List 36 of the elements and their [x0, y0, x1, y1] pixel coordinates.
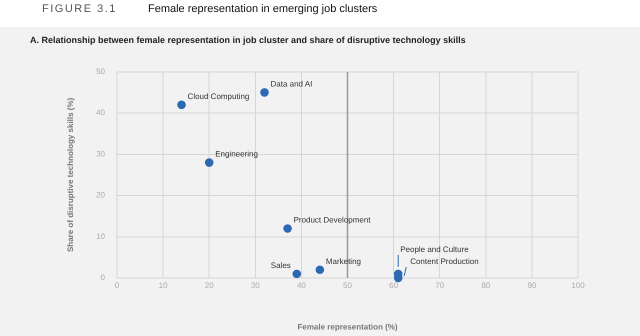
x-tick-label: 70 [435, 281, 445, 290]
x-tick-label: 30 [250, 281, 260, 290]
point [283, 224, 292, 233]
chart-title: Female representation in emerging job clusters [148, 3, 378, 15]
annotation: Marketing [326, 256, 361, 266]
x-tick-label: 40 [296, 281, 306, 290]
annotation: Data and AI [270, 79, 312, 88]
x-tick-label: 100 [571, 281, 586, 290]
y-tick-label: 20 [96, 190, 106, 200]
x-tick-label: 80 [481, 281, 491, 290]
chart-subtitle: A. Relationship between female representation in job cluster and share of disruptive technology skills [30, 35, 466, 45]
point [260, 88, 269, 97]
annotation: Cloud Computing [188, 92, 250, 101]
x-axis-title: Female representation (%) [297, 322, 398, 332]
point [316, 265, 324, 274]
y-tick-label: 0 [100, 273, 106, 282]
caption: FIGURE 3.1 [42, 3, 117, 15]
x-tick-label: 60 [389, 281, 399, 290]
point [204, 158, 214, 167]
y-tick-label: 40 [96, 108, 106, 118]
x-tick-label: 20 [204, 281, 214, 290]
y-tick-label: 30 [96, 149, 106, 158]
x-tick-label: 90 [527, 281, 537, 290]
annotation: Sales [270, 260, 291, 270]
annotation: Engineering [215, 150, 258, 159]
point [177, 100, 186, 110]
point [292, 270, 302, 278]
y-tick-label: 10 [96, 232, 106, 241]
x-tick-label: 50 [343, 281, 352, 290]
x-tick-label: 0 [114, 281, 120, 290]
y-tick-label: 50 [96, 67, 106, 76]
annotation: Product Development [294, 216, 372, 225]
y-axis-title: Share of disruptive technology skills (%) [66, 97, 76, 252]
annotation: People and Culture [400, 244, 470, 254]
annotation: Content Production [410, 257, 479, 266]
x-tick-label: 10 [158, 281, 168, 290]
